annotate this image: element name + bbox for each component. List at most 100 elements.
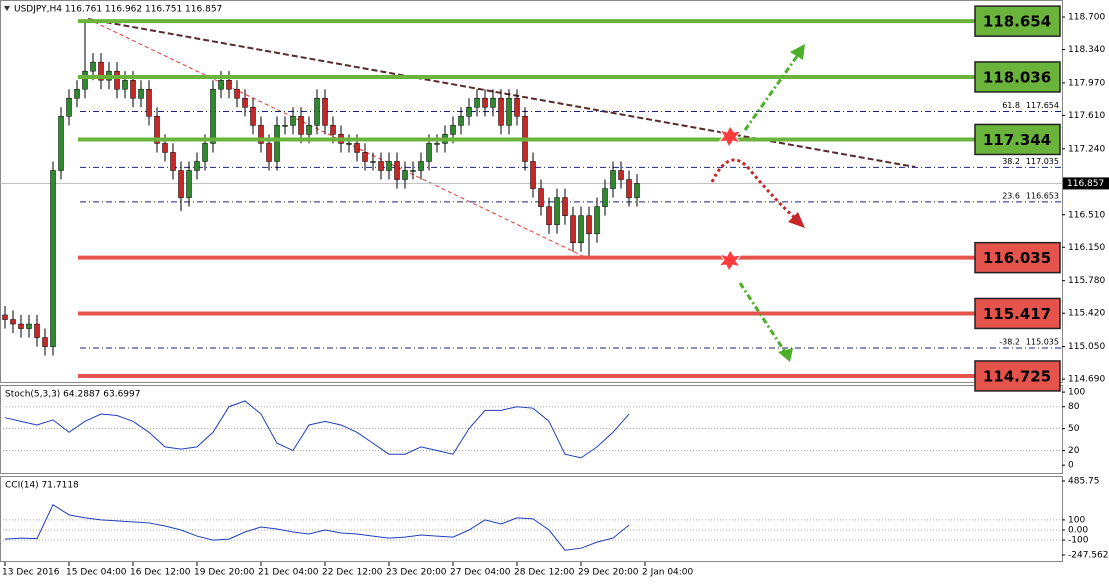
symbol-icon xyxy=(4,6,10,11)
level-label: 118.654 xyxy=(983,13,1051,31)
arrow-head xyxy=(778,348,793,362)
level-label: 118.036 xyxy=(983,68,1051,86)
candle-body xyxy=(130,79,136,99)
indicator-line xyxy=(4,400,630,459)
y-tick-label: 118.340 xyxy=(1068,45,1105,55)
y-tick-label: 50 xyxy=(1068,424,1080,434)
candle-body xyxy=(514,98,520,117)
candle-body xyxy=(618,170,624,180)
candle-body xyxy=(410,170,416,172)
candle-body xyxy=(586,215,592,234)
candle-body xyxy=(394,161,400,180)
indicator-title: Stoch(5,3,3) 64.2887 63.6997 xyxy=(5,390,140,400)
y-tick-label: -247.562 xyxy=(1068,551,1108,561)
x-tick-label: 21 Dec 04:00 xyxy=(258,568,319,578)
break-marker xyxy=(717,249,743,272)
main-panel xyxy=(0,0,1063,383)
candle-body xyxy=(418,161,424,171)
x-tick-label: 15 Dec 04:00 xyxy=(66,568,127,578)
y-tick-label: 114.690 xyxy=(1068,375,1105,385)
level-box xyxy=(974,297,1061,330)
candle-body xyxy=(466,107,472,117)
candle-body xyxy=(178,170,184,198)
candle-body xyxy=(330,125,336,135)
candle-body xyxy=(490,98,496,108)
candle-body xyxy=(10,319,16,325)
candle-body xyxy=(226,79,232,90)
y-tick-label: 116.510 xyxy=(1068,210,1105,220)
fib-ratio: 61.8 xyxy=(1002,101,1020,110)
y-tick-label: 115.780 xyxy=(1068,276,1105,286)
y-tick-label: 20 xyxy=(1068,446,1080,456)
candle-body xyxy=(426,143,432,162)
candle-body xyxy=(218,79,224,90)
y-tick-label: 115.420 xyxy=(1068,309,1105,319)
y-tick-label: 117.610 xyxy=(1068,111,1105,121)
fib-ratio: 23.6 xyxy=(1002,191,1020,200)
y-tick-label: 117.240 xyxy=(1068,144,1105,154)
candle-body xyxy=(458,116,464,126)
candle-body xyxy=(602,188,608,207)
level-box xyxy=(974,360,1061,392)
x-tick-label: 22 Dec 12:00 xyxy=(322,568,383,578)
candle-body xyxy=(530,161,536,189)
candle-body xyxy=(370,161,376,163)
candle-body xyxy=(18,323,24,329)
candle-body xyxy=(290,116,296,126)
candle-body xyxy=(186,170,192,198)
candle-body xyxy=(122,79,128,90)
candle-body xyxy=(90,61,96,72)
level-box xyxy=(974,241,1061,274)
y-tick-label: 100 xyxy=(1068,388,1085,398)
candle-body xyxy=(314,98,320,126)
candle-body xyxy=(50,170,56,347)
candle-body xyxy=(434,143,440,145)
candle-body xyxy=(354,143,360,153)
candle-body xyxy=(482,98,488,108)
candle-body xyxy=(202,143,208,162)
x-tick-label: 13 Dec 2016 xyxy=(2,568,60,578)
trend-line xyxy=(87,18,916,168)
main-layer: 61.8 117.654 38.2 117.035 23.6 116.653 -38.2 11… xyxy=(0,5,1062,392)
candle-body xyxy=(154,116,160,144)
y-tick-label: 116.150 xyxy=(1068,243,1105,253)
arrow-down xyxy=(710,158,797,220)
candle-body xyxy=(266,143,272,162)
candle-body xyxy=(138,88,144,99)
y-tick-label: 115.050 xyxy=(1068,342,1105,352)
fib-price: 115.035 xyxy=(1026,337,1059,346)
candle-body xyxy=(498,98,504,126)
candle-body xyxy=(610,170,616,189)
y-tick-label: 100 xyxy=(1068,515,1085,525)
x-tick-label: 19 Dec 20:00 xyxy=(194,568,255,578)
candle-body xyxy=(34,323,40,338)
candle-body xyxy=(474,98,480,108)
candle-body xyxy=(26,323,32,329)
level-box xyxy=(974,5,1061,37)
chart-title: USDJPY,H4 116.761 116.962 116.751 116.85… xyxy=(14,5,222,15)
scenario-arrows xyxy=(710,44,805,362)
candle-body xyxy=(98,61,104,81)
candle-body xyxy=(58,116,64,171)
candle-body xyxy=(378,161,384,171)
x-tick-label: 29 Dec 20:00 xyxy=(578,568,639,578)
y-tick-label: 118.700 xyxy=(1068,12,1105,22)
candle-body xyxy=(570,215,576,243)
fib-price: 117.654 xyxy=(1026,101,1059,110)
candle-body xyxy=(386,161,392,171)
break-marker xyxy=(717,125,743,148)
candle-body xyxy=(506,98,512,126)
fib-ratio: 38.2 xyxy=(1002,157,1020,166)
x-tick-label: 23 Dec 20:00 xyxy=(386,568,447,578)
candle-body xyxy=(258,125,264,144)
x-tick-label: 2 Jan 04:00 xyxy=(642,568,694,578)
stoch-panel xyxy=(0,385,1063,474)
y-tick-label: 80 xyxy=(1068,402,1080,412)
fib-price: 117.035 xyxy=(1026,157,1059,166)
arrow-up xyxy=(743,51,802,131)
candle-body xyxy=(170,152,176,171)
candle-body xyxy=(274,125,280,162)
y-tick-label: 485.75 xyxy=(1068,476,1100,486)
candle-body xyxy=(538,188,544,207)
